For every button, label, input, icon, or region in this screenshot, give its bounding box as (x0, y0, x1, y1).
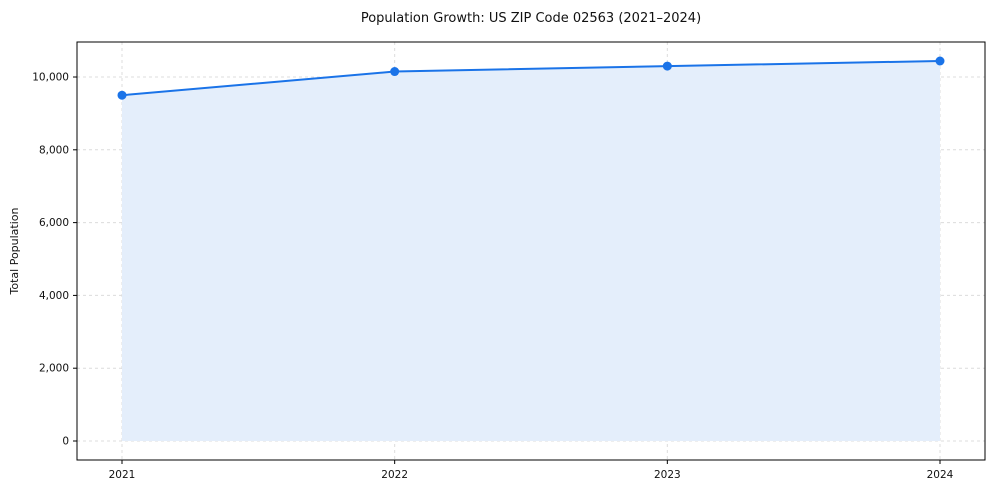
data-point-markers (117, 56, 945, 100)
data-point-marker (390, 67, 400, 77)
data-point-marker (117, 90, 127, 100)
axis-ticks-layer: 0 2,000 4,000 6,000 8,000 10,000 2021 2022 2023 2… (32, 72, 953, 481)
x-tick-label: 2023 (654, 469, 681, 481)
y-tick-label: 6,000 (39, 217, 69, 229)
y-axis-label: Total Population (8, 207, 21, 295)
y-tick-label: 8,000 (39, 144, 69, 156)
plot-area-border (76, 41, 986, 461)
population-line (121, 60, 941, 97)
x-tick-label: 2021 (109, 469, 136, 481)
area-fill (122, 61, 940, 441)
data-point-marker (662, 61, 672, 71)
y-tick-label: 0 (62, 436, 69, 448)
x-tick-label: 2024 (927, 469, 954, 481)
line-series-layer (121, 60, 941, 97)
data-point-marker (935, 56, 945, 66)
y-tick-label: 10,000 (32, 72, 69, 84)
area-fill-layer (122, 61, 940, 441)
x-tick-label: 2022 (381, 469, 408, 481)
y-tick-label: 4,000 (39, 290, 69, 302)
chart-title: Population Growth: US ZIP Code 02563 (20… (361, 11, 701, 26)
y-tick-label: 2,000 (39, 363, 69, 375)
